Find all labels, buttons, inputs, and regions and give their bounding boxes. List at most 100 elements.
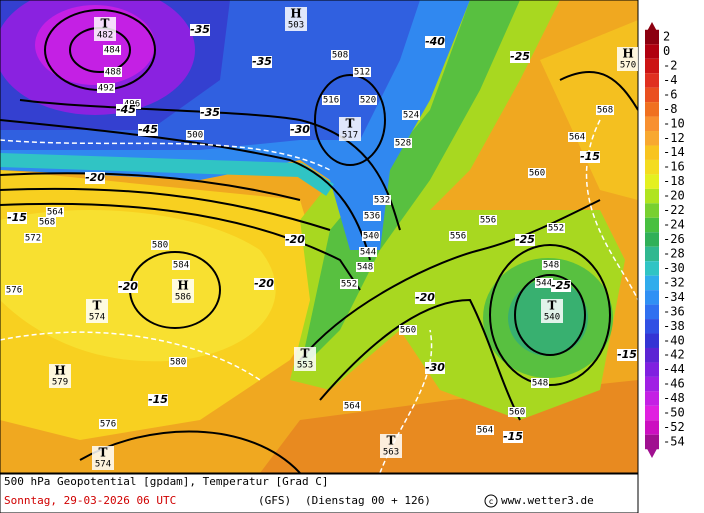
colorbar-swatch bbox=[645, 102, 659, 117]
system-box bbox=[49, 364, 71, 388]
height-label: 524 bbox=[403, 111, 419, 121]
height-label-box bbox=[97, 83, 115, 93]
height-label: 568 bbox=[597, 106, 613, 116]
height-label-box bbox=[322, 95, 340, 105]
temperature-label-box bbox=[415, 292, 435, 304]
colorbar-label: -54 bbox=[663, 435, 685, 449]
temperature-label-box bbox=[190, 24, 210, 36]
temperature-label-box bbox=[118, 281, 138, 293]
height-label-box bbox=[363, 211, 381, 221]
height-label: 536 bbox=[364, 212, 380, 222]
height-label: 564 bbox=[47, 208, 63, 218]
height-label-box bbox=[362, 231, 380, 241]
height-label: 564 bbox=[477, 426, 493, 436]
height-label-box bbox=[103, 45, 121, 55]
system-box bbox=[172, 279, 194, 303]
height-label: 564 bbox=[344, 402, 360, 412]
temperature-label: -15 bbox=[503, 430, 523, 443]
temperature-label-box bbox=[254, 278, 274, 290]
colorbar-swatch bbox=[645, 145, 659, 160]
colorbar-label: -52 bbox=[663, 420, 685, 434]
system-box bbox=[94, 17, 116, 41]
colorbar-swatch bbox=[645, 58, 659, 74]
height-label-box bbox=[104, 67, 122, 77]
temperature-label: -20 bbox=[118, 280, 138, 293]
colorbar-swatch bbox=[645, 159, 659, 175]
colorbar-label: -50 bbox=[663, 406, 685, 420]
height-label-box bbox=[508, 407, 526, 417]
system-box bbox=[617, 47, 638, 71]
system-value: 482 bbox=[97, 31, 113, 41]
temperature-label-box bbox=[138, 124, 158, 136]
system-box bbox=[92, 446, 114, 470]
colorbar-label: 2 bbox=[663, 30, 670, 44]
temperature-label: -30 bbox=[290, 123, 310, 136]
system-value: 574 bbox=[95, 460, 111, 470]
system-symbol: T bbox=[99, 446, 108, 460]
height-label-box bbox=[449, 231, 467, 241]
temperature-label-box bbox=[252, 56, 272, 68]
system-value: 586 bbox=[175, 293, 191, 303]
height-label: 548 bbox=[532, 379, 548, 389]
colorbar-label: -32 bbox=[663, 275, 685, 289]
height-label-box bbox=[340, 279, 358, 289]
system-symbol: T bbox=[346, 117, 355, 131]
height-label-box bbox=[528, 168, 546, 178]
temperature-label: -15 bbox=[580, 150, 600, 163]
colorbar-label: -36 bbox=[663, 304, 685, 318]
colorbar-label: -38 bbox=[663, 319, 685, 333]
height-label: 484 bbox=[104, 46, 120, 56]
colorbar-swatch bbox=[645, 116, 659, 132]
temperature-label-box bbox=[425, 36, 445, 48]
copyright-c: c bbox=[489, 497, 494, 506]
height-label: 528 bbox=[395, 139, 411, 149]
height-label-box bbox=[399, 325, 417, 335]
height-label: 488 bbox=[105, 68, 121, 78]
colorbar-label: -44 bbox=[663, 362, 685, 376]
colorbar-label: -20 bbox=[663, 189, 685, 203]
colorbar-swatch bbox=[645, 188, 659, 204]
colorbar-swatch bbox=[645, 131, 659, 146]
height-label: 560 bbox=[509, 408, 525, 418]
height-label-box bbox=[547, 223, 565, 233]
height-label-box bbox=[38, 217, 56, 227]
height-label-box bbox=[373, 195, 391, 205]
height-label-box bbox=[359, 95, 377, 105]
height-label-box bbox=[535, 278, 553, 288]
system-value: 540 bbox=[544, 313, 560, 323]
colorbar-label: -2 bbox=[663, 58, 677, 72]
colorbar-label: 0 bbox=[663, 44, 670, 58]
height-label-box bbox=[542, 260, 560, 270]
system-value: 553 bbox=[297, 361, 313, 371]
colorbar-swatch bbox=[645, 203, 659, 218]
system-symbol: T bbox=[387, 434, 396, 448]
colorbar-swatch bbox=[645, 174, 659, 189]
height-label: 512 bbox=[354, 68, 370, 78]
height-label-box bbox=[476, 425, 494, 435]
height-label: 572 bbox=[25, 234, 41, 244]
colorbar-label: -30 bbox=[663, 261, 685, 275]
temperature-label: -20 bbox=[254, 277, 274, 290]
system-value: 579 bbox=[52, 378, 68, 388]
height-label-box bbox=[343, 401, 361, 411]
colorbar-label: -26 bbox=[663, 232, 685, 246]
height-label-box bbox=[151, 240, 169, 250]
temperature-label: -40 bbox=[425, 35, 445, 48]
temperature-label-box bbox=[285, 234, 305, 246]
height-label: 560 bbox=[529, 169, 545, 179]
height-label: 516 bbox=[323, 96, 339, 106]
colorbar-label: -10 bbox=[663, 116, 685, 130]
colorbar-swatch bbox=[645, 246, 659, 262]
height-label-box bbox=[359, 247, 377, 257]
colorbar-label: -46 bbox=[663, 377, 685, 391]
colorbar-swatch bbox=[645, 434, 659, 450]
map bbox=[0, 0, 638, 473]
temperature-label: -35 bbox=[190, 23, 210, 36]
copyright-icon bbox=[484, 494, 498, 508]
height-label: 552 bbox=[341, 280, 357, 290]
height-label-box bbox=[394, 138, 412, 148]
height-label: 540 bbox=[363, 232, 379, 242]
system-value: 570 bbox=[620, 61, 636, 71]
map-frame bbox=[0, 0, 639, 474]
